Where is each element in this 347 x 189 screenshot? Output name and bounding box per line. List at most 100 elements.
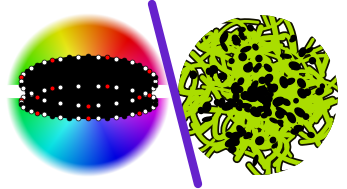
Ellipse shape: [219, 98, 225, 107]
Ellipse shape: [248, 63, 252, 67]
Ellipse shape: [310, 58, 315, 64]
Ellipse shape: [221, 42, 227, 51]
Ellipse shape: [281, 54, 291, 58]
Ellipse shape: [298, 89, 306, 98]
Ellipse shape: [255, 64, 261, 69]
Ellipse shape: [203, 102, 211, 112]
Ellipse shape: [252, 81, 258, 88]
Ellipse shape: [256, 55, 262, 62]
Ellipse shape: [303, 114, 309, 119]
Ellipse shape: [256, 91, 261, 99]
Ellipse shape: [257, 87, 263, 96]
Ellipse shape: [316, 88, 323, 95]
Ellipse shape: [206, 68, 211, 74]
Ellipse shape: [226, 139, 236, 147]
Ellipse shape: [238, 27, 245, 32]
Ellipse shape: [231, 83, 239, 94]
Ellipse shape: [244, 133, 252, 139]
Ellipse shape: [298, 79, 305, 88]
Ellipse shape: [264, 107, 271, 116]
Ellipse shape: [229, 146, 236, 153]
Ellipse shape: [268, 84, 273, 92]
Ellipse shape: [304, 89, 311, 95]
Ellipse shape: [231, 103, 238, 107]
Ellipse shape: [270, 84, 278, 92]
Ellipse shape: [265, 81, 270, 86]
Ellipse shape: [264, 64, 272, 71]
Ellipse shape: [232, 35, 238, 42]
Ellipse shape: [248, 86, 255, 95]
Ellipse shape: [256, 93, 262, 97]
Ellipse shape: [228, 99, 235, 105]
Ellipse shape: [203, 117, 211, 121]
Ellipse shape: [218, 73, 227, 79]
Ellipse shape: [291, 35, 296, 41]
Ellipse shape: [251, 95, 257, 101]
Ellipse shape: [239, 104, 251, 108]
Ellipse shape: [259, 77, 266, 83]
Ellipse shape: [278, 120, 283, 126]
Ellipse shape: [251, 109, 261, 116]
Ellipse shape: [278, 120, 283, 124]
Ellipse shape: [260, 90, 269, 96]
Ellipse shape: [251, 89, 259, 99]
Ellipse shape: [288, 113, 295, 123]
Ellipse shape: [0, 84, 223, 98]
Ellipse shape: [237, 126, 245, 136]
Ellipse shape: [308, 132, 314, 137]
Ellipse shape: [257, 97, 262, 101]
Ellipse shape: [220, 32, 228, 43]
Ellipse shape: [237, 100, 242, 105]
Ellipse shape: [259, 95, 264, 102]
Ellipse shape: [238, 128, 246, 133]
Ellipse shape: [256, 88, 262, 95]
Ellipse shape: [286, 113, 295, 119]
Ellipse shape: [290, 39, 294, 42]
Ellipse shape: [282, 99, 290, 105]
Ellipse shape: [261, 86, 267, 91]
Ellipse shape: [231, 132, 239, 144]
Ellipse shape: [222, 102, 234, 110]
Ellipse shape: [270, 118, 278, 123]
Ellipse shape: [320, 84, 324, 88]
Ellipse shape: [241, 93, 246, 99]
Ellipse shape: [237, 87, 243, 92]
Ellipse shape: [299, 48, 306, 57]
Ellipse shape: [256, 92, 261, 96]
Ellipse shape: [229, 59, 234, 63]
Ellipse shape: [265, 74, 273, 83]
Ellipse shape: [294, 99, 298, 103]
Ellipse shape: [227, 137, 234, 146]
Ellipse shape: [253, 67, 258, 72]
Ellipse shape: [277, 107, 287, 114]
Ellipse shape: [262, 113, 267, 118]
Ellipse shape: [248, 25, 253, 31]
Ellipse shape: [256, 137, 264, 145]
Ellipse shape: [246, 132, 252, 138]
Ellipse shape: [270, 137, 276, 143]
Ellipse shape: [276, 110, 284, 118]
Ellipse shape: [272, 144, 277, 148]
Ellipse shape: [198, 108, 203, 114]
Ellipse shape: [210, 66, 218, 73]
Ellipse shape: [253, 155, 258, 166]
Ellipse shape: [253, 44, 258, 50]
Ellipse shape: [239, 32, 244, 40]
Ellipse shape: [241, 46, 251, 52]
Ellipse shape: [294, 125, 303, 131]
Ellipse shape: [244, 64, 252, 72]
Ellipse shape: [291, 129, 298, 134]
Ellipse shape: [243, 92, 250, 100]
Ellipse shape: [21, 86, 155, 118]
Ellipse shape: [210, 69, 213, 77]
Ellipse shape: [253, 84, 257, 95]
Ellipse shape: [233, 38, 240, 45]
Ellipse shape: [263, 101, 270, 111]
Ellipse shape: [233, 92, 239, 102]
Ellipse shape: [262, 99, 268, 105]
Ellipse shape: [256, 94, 260, 99]
Ellipse shape: [256, 107, 264, 112]
Ellipse shape: [239, 53, 246, 61]
Ellipse shape: [289, 62, 300, 70]
Ellipse shape: [190, 71, 196, 78]
